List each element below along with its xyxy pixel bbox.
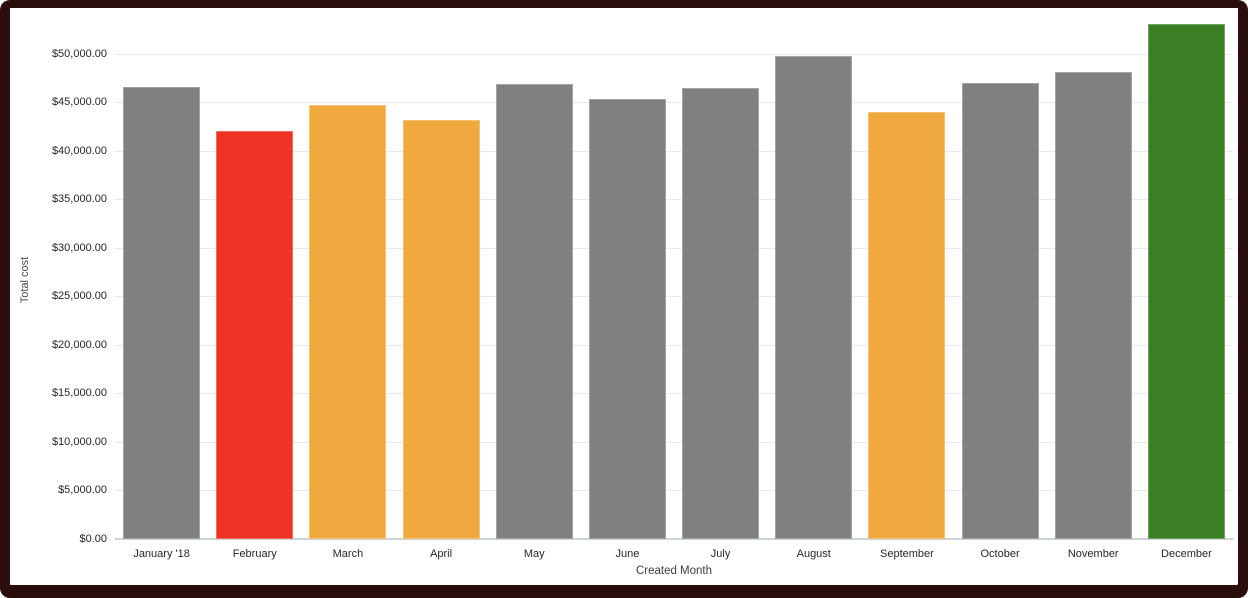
y-tick-label: $40,000.00 bbox=[51, 144, 107, 157]
y-tick-label: $25,000.00 bbox=[51, 290, 107, 303]
chart-card: $0.00 $5,000.00 $10,000.00 $15,000.00 $20,00… bbox=[9, 7, 1239, 585]
gridline bbox=[115, 344, 1233, 346]
bar-chart: $0.00 $5,000.00 $10,000.00 $15,000.00 $20,00… bbox=[9, 7, 1239, 585]
x-tick-label: March bbox=[332, 548, 364, 560]
gridline bbox=[115, 102, 1233, 104]
y-tick-label: $15,000.00 bbox=[51, 387, 107, 400]
x-axis-title: Created Month bbox=[635, 565, 713, 577]
y-tick-label: $45,000.00 bbox=[51, 96, 107, 109]
bar-january-18[interactable] bbox=[123, 87, 201, 539]
gridline bbox=[115, 150, 1233, 152]
bar-march[interactable] bbox=[309, 104, 387, 539]
bar-august[interactable] bbox=[775, 56, 853, 539]
y-axis-title: Total cost bbox=[19, 256, 31, 304]
gridline bbox=[115, 393, 1233, 395]
gridline bbox=[115, 199, 1233, 201]
y-tick-label: $50,000.00 bbox=[51, 47, 107, 60]
bar-october[interactable] bbox=[961, 82, 1039, 539]
x-tick-label: April bbox=[430, 548, 453, 560]
x-tick-label: June bbox=[615, 548, 640, 560]
x-tick-label: August bbox=[796, 548, 831, 560]
bar-july[interactable] bbox=[682, 88, 760, 539]
gridline bbox=[115, 247, 1233, 249]
gridline bbox=[115, 490, 1233, 492]
gridline bbox=[115, 53, 1233, 55]
y-tick-label: $5,000.00 bbox=[58, 484, 107, 497]
x-tick-label: January '18 bbox=[133, 548, 190, 560]
y-tick-label: $30,000.00 bbox=[51, 241, 107, 254]
x-axis-line bbox=[115, 538, 1233, 540]
bar-june[interactable] bbox=[588, 99, 666, 539]
gridline bbox=[115, 296, 1233, 298]
x-tick-label: December bbox=[1161, 548, 1212, 560]
x-tick-label: October bbox=[980, 548, 1020, 560]
x-tick-label: February bbox=[232, 548, 277, 560]
y-tick-label: $35,000.00 bbox=[51, 193, 107, 206]
y-tick-label: $20,000.00 bbox=[51, 338, 107, 351]
bar-february[interactable] bbox=[216, 131, 294, 539]
y-tick-label: $10,000.00 bbox=[51, 435, 107, 448]
bar-november[interactable] bbox=[1054, 71, 1132, 539]
bar-december[interactable] bbox=[1147, 24, 1225, 539]
gridline bbox=[115, 441, 1233, 443]
x-tick-label: November bbox=[1067, 548, 1119, 560]
x-tick-label: May bbox=[523, 548, 545, 560]
y-tick-label: $0.00 bbox=[79, 533, 107, 545]
x-tick-label: September bbox=[880, 548, 934, 560]
bar-april[interactable] bbox=[402, 119, 480, 539]
x-tick-label: July bbox=[710, 548, 731, 560]
bar-september[interactable] bbox=[868, 111, 946, 539]
bar-may[interactable] bbox=[495, 83, 573, 539]
